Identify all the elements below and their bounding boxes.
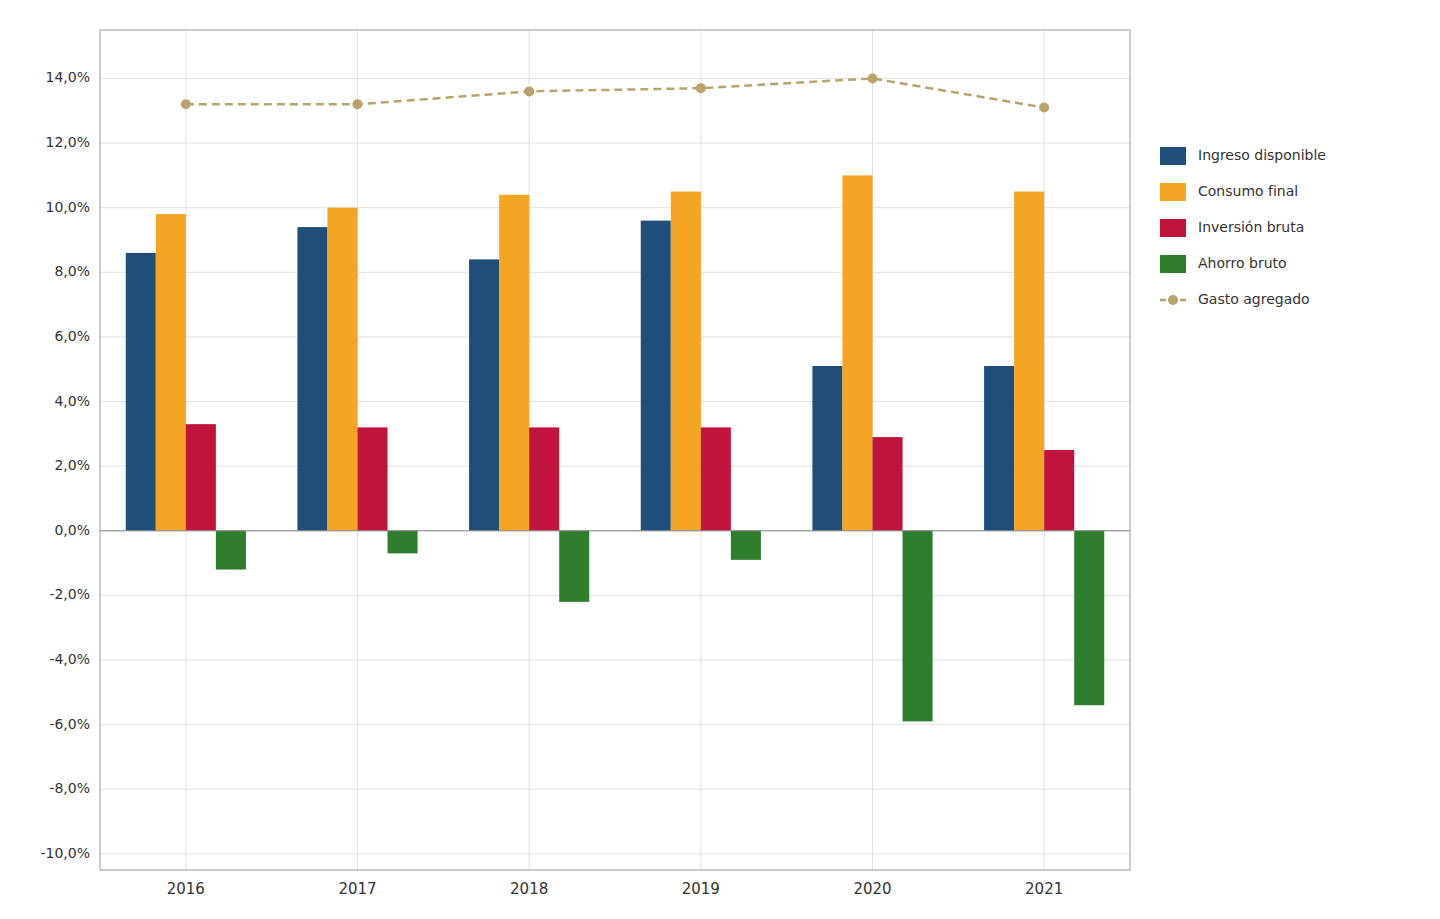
line-series bbox=[181, 73, 1049, 112]
bar bbox=[641, 221, 671, 531]
bar bbox=[731, 531, 761, 560]
y-tick-label: -8,0% bbox=[49, 780, 90, 796]
bar bbox=[499, 195, 529, 531]
legend-label: Gasto agregado bbox=[1198, 291, 1310, 307]
x-tick-label: 2019 bbox=[682, 880, 720, 898]
legend-marker bbox=[1168, 295, 1178, 305]
bar bbox=[186, 424, 216, 531]
line-marker bbox=[696, 83, 706, 93]
legend-label: Ahorro bruto bbox=[1198, 255, 1287, 271]
bar-series bbox=[216, 531, 1104, 722]
line bbox=[186, 78, 1044, 107]
bar bbox=[156, 214, 186, 531]
y-tick-label: 6,0% bbox=[54, 328, 90, 344]
x-axis: 2016 2017 2018 2019 2020 2021 bbox=[167, 880, 1064, 898]
chart: -10,0% -8,0% -6,0% -4,0% -2,0% 0,0% 2,0% 4,0% 6,… bbox=[0, 0, 1440, 919]
y-tick-label: 2,0% bbox=[54, 457, 90, 473]
y-tick-label: 10,0% bbox=[46, 199, 90, 215]
bar bbox=[297, 227, 327, 531]
bar bbox=[1044, 450, 1074, 531]
bar bbox=[842, 175, 872, 530]
x-tick-label: 2018 bbox=[510, 880, 548, 898]
bar bbox=[701, 427, 731, 530]
x-tick-label: 2017 bbox=[338, 880, 376, 898]
y-grid-line bbox=[100, 724, 1130, 725]
x-tick-label: 2021 bbox=[1025, 880, 1063, 898]
y-tick-label: 8,0% bbox=[54, 263, 90, 279]
y-grid-line bbox=[100, 401, 1130, 402]
bar bbox=[1014, 192, 1044, 531]
line-marker bbox=[353, 99, 363, 109]
y-grid-line bbox=[100, 466, 1130, 467]
x-tick-label: 2016 bbox=[167, 880, 205, 898]
y-grid-line bbox=[100, 660, 1130, 661]
y-tick-label: -10,0% bbox=[40, 845, 90, 861]
y-tick-label: 0,0% bbox=[54, 522, 90, 538]
y-grid-line bbox=[100, 143, 1130, 144]
bar bbox=[469, 259, 499, 530]
plot-frame bbox=[100, 30, 1130, 870]
legend-swatch bbox=[1160, 255, 1186, 273]
y-grid-line bbox=[100, 336, 1130, 337]
bar bbox=[559, 531, 589, 602]
legend-label: Consumo final bbox=[1198, 183, 1298, 199]
y-tick-label: -6,0% bbox=[49, 716, 90, 732]
bar bbox=[671, 192, 701, 531]
y-tick-label: 14,0% bbox=[46, 69, 90, 85]
y-grid-line bbox=[100, 595, 1130, 596]
x-tick-label: 2020 bbox=[853, 880, 891, 898]
legend-swatch bbox=[1160, 183, 1186, 201]
y-grid-line bbox=[100, 207, 1130, 208]
y-grid-line bbox=[100, 789, 1130, 790]
bar bbox=[873, 437, 903, 531]
legend-swatch bbox=[1160, 147, 1186, 165]
y-tick-label: 4,0% bbox=[54, 393, 90, 409]
bar bbox=[126, 253, 156, 531]
bar bbox=[327, 208, 357, 531]
bar bbox=[812, 366, 842, 531]
bar bbox=[216, 531, 246, 570]
line-marker bbox=[1039, 103, 1049, 113]
grid bbox=[100, 30, 1130, 870]
bar-series bbox=[156, 175, 1044, 530]
y-axis: -10,0% -8,0% -6,0% -4,0% -2,0% 0,0% 2,0% 4,0% 6,… bbox=[40, 69, 90, 860]
line-marker bbox=[524, 86, 534, 96]
bar-series bbox=[126, 221, 1014, 531]
y-grid-line bbox=[100, 272, 1130, 273]
line-marker bbox=[181, 99, 191, 109]
bar bbox=[358, 427, 388, 530]
y-tick-label: -4,0% bbox=[49, 651, 90, 667]
legend-label: Inversión bruta bbox=[1198, 219, 1304, 235]
legend: Ingreso disponible Consumo final Inversión… bbox=[1160, 147, 1326, 307]
bar-series bbox=[186, 424, 1074, 531]
line-marker bbox=[868, 73, 878, 83]
bar bbox=[984, 366, 1014, 531]
bar bbox=[1074, 531, 1104, 705]
legend-label: Ingreso disponible bbox=[1198, 147, 1326, 163]
bar bbox=[529, 427, 559, 530]
plot-area bbox=[100, 73, 1130, 721]
y-grid-line bbox=[100, 853, 1130, 854]
legend-swatch bbox=[1160, 219, 1186, 237]
zero-line bbox=[100, 530, 1130, 531]
bar bbox=[903, 531, 933, 722]
y-tick-label: -2,0% bbox=[49, 586, 90, 602]
bar bbox=[388, 531, 418, 554]
y-grid-line bbox=[100, 530, 1130, 531]
y-tick-label: 12,0% bbox=[46, 134, 90, 150]
y-grid-line bbox=[100, 78, 1130, 79]
